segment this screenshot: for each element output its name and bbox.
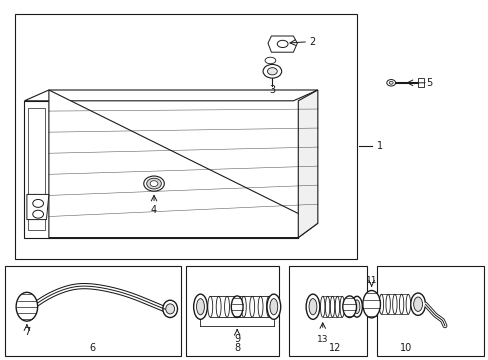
- Text: 7: 7: [24, 327, 30, 337]
- Ellipse shape: [33, 199, 43, 207]
- Ellipse shape: [353, 300, 359, 314]
- Polygon shape: [298, 90, 317, 238]
- Ellipse shape: [351, 296, 362, 317]
- Ellipse shape: [143, 176, 164, 191]
- Bar: [28, 108, 45, 230]
- Ellipse shape: [146, 178, 161, 189]
- Polygon shape: [24, 90, 317, 101]
- Bar: [417, 78, 423, 87]
- Polygon shape: [49, 90, 317, 238]
- Ellipse shape: [231, 296, 243, 318]
- Ellipse shape: [196, 298, 204, 315]
- Ellipse shape: [362, 291, 380, 318]
- Text: 12: 12: [328, 343, 341, 354]
- Ellipse shape: [305, 294, 319, 319]
- Bar: [376, 266, 483, 356]
- Ellipse shape: [386, 80, 395, 86]
- Text: 10: 10: [399, 343, 411, 354]
- Ellipse shape: [163, 300, 177, 318]
- Text: 1: 1: [376, 141, 382, 151]
- Bar: [5, 266, 181, 356]
- Bar: [288, 266, 366, 356]
- Text: 9: 9: [234, 334, 240, 345]
- Ellipse shape: [410, 293, 425, 315]
- Ellipse shape: [342, 296, 356, 318]
- Ellipse shape: [193, 294, 207, 319]
- Bar: [15, 14, 356, 259]
- Text: 6: 6: [90, 343, 96, 354]
- Ellipse shape: [308, 298, 316, 315]
- Ellipse shape: [263, 64, 281, 78]
- Ellipse shape: [277, 40, 287, 48]
- Text: 3: 3: [269, 85, 275, 95]
- Text: 2: 2: [308, 37, 314, 47]
- Bar: [185, 266, 278, 356]
- Ellipse shape: [413, 297, 422, 311]
- Text: 5: 5: [426, 78, 431, 88]
- Text: 8: 8: [234, 343, 240, 354]
- Ellipse shape: [33, 210, 43, 218]
- Ellipse shape: [269, 298, 277, 315]
- Ellipse shape: [16, 292, 38, 321]
- Ellipse shape: [388, 81, 392, 84]
- Polygon shape: [267, 36, 297, 52]
- Text: 4: 4: [151, 205, 157, 215]
- Ellipse shape: [266, 294, 280, 319]
- Bar: [24, 101, 49, 238]
- Ellipse shape: [264, 57, 275, 64]
- Ellipse shape: [267, 68, 277, 75]
- Polygon shape: [27, 194, 49, 220]
- Ellipse shape: [150, 181, 158, 186]
- Text: 13: 13: [316, 335, 328, 344]
- Ellipse shape: [165, 304, 174, 314]
- Text: 11: 11: [365, 276, 377, 284]
